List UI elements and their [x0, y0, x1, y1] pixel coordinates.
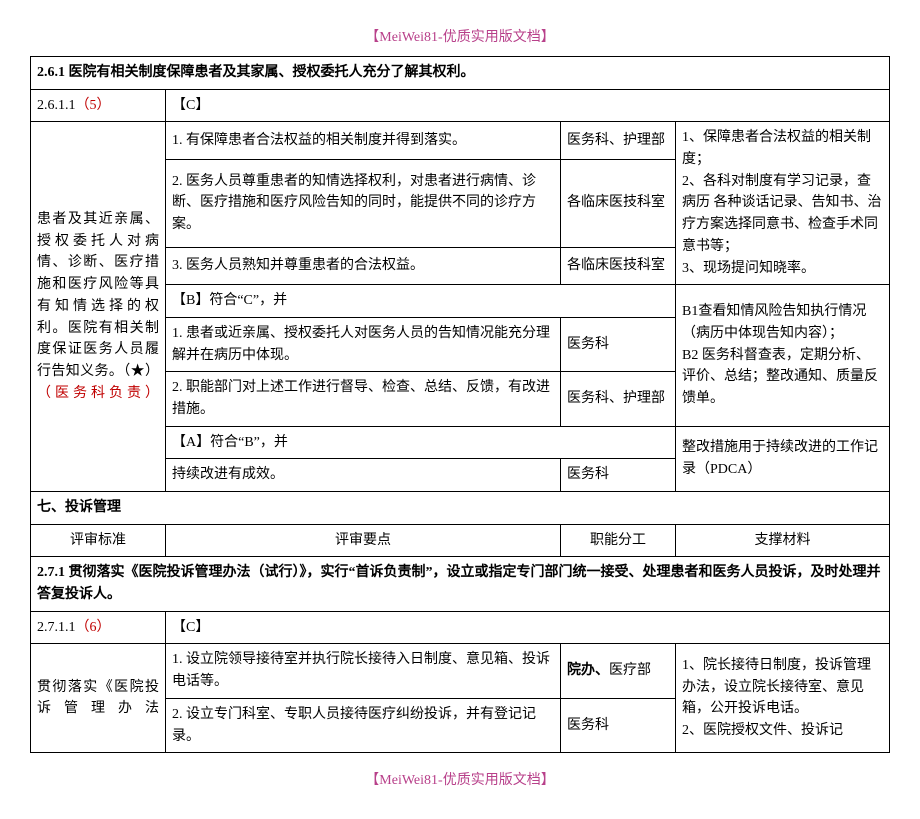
c3-dept: 各临床医技科室: [561, 247, 676, 285]
b2-dept: 医务科、护理部: [561, 372, 676, 426]
a-label: 【A】符合“B”，并: [166, 426, 676, 459]
d1-dept: 院办、医疗部: [561, 644, 676, 698]
b-label: 【B】符合“C”，并: [166, 285, 676, 318]
support-271: 1、院长接待日制度，投诉管理办法，设立院长接待室、意见箱，公开投诉电话。 2、医…: [676, 644, 890, 753]
c3: 3. 医务人员熟知并尊重患者的合法权益。: [166, 247, 561, 285]
col-head-4: 支撑材料: [676, 524, 890, 557]
c1: 1. 有保障患者合法权益的相关制度并得到落实。: [166, 122, 561, 160]
c2: 2. 医务人员尊重患者的知情选择权利，对患者进行病情、诊断、医疗措施和医疗风险告…: [166, 160, 561, 248]
b2: 2. 职能部门对上述工作进行督导、检查、总结、反馈，有改进措施。: [166, 372, 561, 426]
a1-dept: 医务科: [561, 459, 676, 492]
support-a-block: 整改措施用于持续改进的工作记录（PDCA）: [676, 426, 890, 491]
b1-dept: 医务科: [561, 317, 676, 371]
col-head-2: 评审要点: [166, 524, 561, 557]
c-label-271: 【C】: [166, 611, 890, 644]
section-271-title: 2.7.1 贯彻落实《医院投诉管理办法（试行）》，实行“首诉负责制”，设立或指定…: [31, 557, 890, 611]
doc-header: 【MeiWei81-优质实用版文档】: [30, 26, 890, 46]
left-block-261: 患者及其近亲属、授权委托人对病情、诊断、医疗措施和医疗风险等具有知情选择的权利。…: [31, 122, 166, 492]
c1-dept: 医务科、护理部: [561, 122, 676, 160]
main-table-body: 患者及其近亲属、授权委托人对病情、诊断、医疗措施和医疗风险等具有知情选择的权利。…: [30, 121, 890, 753]
b1: 1. 患者或近亲属、授权委托人对医务人员的告知情况能充分理解并在病历中体现。: [166, 317, 561, 371]
col-head-3: 职能分工: [561, 524, 676, 557]
left-block-271: 贯彻落实《医院投诉管理办法: [31, 644, 166, 753]
support-c-block: 1、保障患者合法权益的相关制度； 2、各科对制度有学习记录，查病历 各种谈话记录…: [676, 122, 890, 285]
col-head-1: 评审标准: [31, 524, 166, 557]
section-7-title: 七、投诉管理: [31, 492, 890, 525]
c2-dept: 各临床医技科室: [561, 160, 676, 248]
d2: 2. 设立专门科室、专职人员接待医疗纠纷投诉，并有登记记录。: [166, 698, 561, 752]
cell-2711: 2.7.1.1（6）: [31, 611, 166, 644]
d2-dept: 医务科: [561, 698, 676, 752]
d1: 1. 设立院领导接待室并执行院长接待入日制度、意见箱、投诉电话等。: [166, 644, 561, 698]
doc-footer: 【MeiWei81-优质实用版文档】: [30, 769, 890, 789]
a1: 持续改进有成效。: [166, 459, 561, 492]
main-table: 2.6.1 医院有相关制度保障患者及其家属、授权委托人充分了解其权利。2.6.1…: [30, 56, 890, 122]
support-b-block: B1查看知情风险告知执行情况（病历中体现告知内容）； B2 医务科督查表，定期分…: [676, 285, 890, 426]
